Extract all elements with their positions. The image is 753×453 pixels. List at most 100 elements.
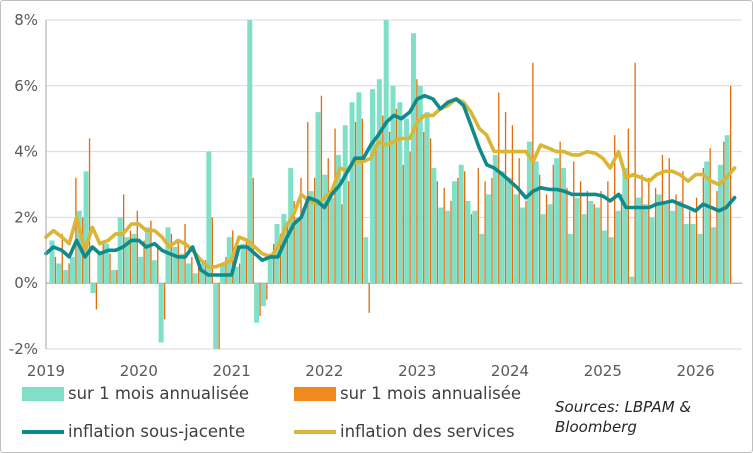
- bar-orange: [123, 194, 125, 284]
- bar-teal: [683, 223, 689, 284]
- bar-teal: [485, 194, 491, 284]
- bar-orange: [348, 181, 350, 284]
- bar-teal: [370, 89, 376, 284]
- bar-teal: [608, 237, 614, 284]
- bar-teal: [670, 210, 676, 284]
- bar-orange: [313, 177, 316, 284]
- bar-orange: [54, 256, 57, 284]
- bar-teal: [288, 168, 294, 284]
- bar-orange: [198, 263, 200, 284]
- bar-teal: [438, 207, 444, 284]
- legend-label-gold-line: inflation des services: [340, 422, 515, 441]
- bar-orange: [675, 194, 677, 284]
- bar-orange: [402, 164, 404, 284]
- bar-orange: [136, 210, 138, 284]
- bar-orange: [252, 177, 254, 284]
- bar-orange: [607, 181, 609, 284]
- bar-teal: [295, 217, 301, 284]
- bar-orange: [225, 256, 227, 284]
- bar-orange: [689, 210, 691, 284]
- x-tick-label: 2025: [584, 362, 622, 380]
- bar-orange: [163, 283, 166, 320]
- bar-teal: [499, 171, 505, 284]
- bar-orange: [191, 256, 193, 284]
- bar-teal: [90, 283, 96, 294]
- y-tick-label: 2%: [14, 208, 38, 226]
- bar-teal: [138, 256, 144, 284]
- bar-teal: [49, 240, 55, 284]
- bar-teal: [479, 233, 485, 284]
- x-tick-label: 2026: [677, 362, 715, 380]
- bar-orange: [68, 263, 70, 284]
- y-tick-label: -2%: [9, 340, 38, 358]
- bar-teal: [247, 20, 253, 284]
- bar-teal: [506, 177, 512, 284]
- bar-teal: [431, 168, 437, 284]
- bar-teal: [601, 230, 607, 284]
- bar-orange: [354, 121, 357, 284]
- bar-teal: [213, 283, 219, 349]
- bar-teal: [69, 256, 75, 284]
- bar-teal: [642, 204, 648, 284]
- bar-teal: [363, 237, 369, 284]
- bar-teal: [206, 151, 212, 284]
- bar-orange: [218, 283, 220, 349]
- bar-orange: [668, 158, 670, 284]
- bar-teal: [574, 197, 580, 284]
- bar-orange: [593, 204, 595, 284]
- bar-orange: [368, 283, 370, 313]
- bar-teal: [595, 207, 601, 284]
- bar-orange: [579, 181, 582, 284]
- bar-teal: [636, 197, 642, 284]
- bar-orange: [88, 138, 91, 284]
- x-tick-label: 2023: [398, 362, 436, 380]
- bar-teal: [410, 33, 416, 284]
- bar-teal: [83, 171, 89, 284]
- bar-teal: [397, 102, 403, 284]
- bar-teal: [315, 112, 321, 284]
- x-tick-label: 2020: [120, 362, 158, 380]
- bar-teal: [690, 223, 696, 284]
- bar-teal: [131, 233, 137, 284]
- bar-orange: [211, 217, 213, 284]
- bar-teal: [520, 207, 526, 284]
- y-tick-label: 4%: [14, 143, 38, 161]
- bar-teal: [110, 270, 116, 284]
- bar-orange: [511, 125, 514, 284]
- bar-orange: [641, 174, 643, 284]
- bar-orange: [409, 151, 411, 284]
- bar-orange: [498, 92, 500, 284]
- bar-teal: [260, 283, 266, 307]
- bar-orange: [450, 200, 452, 284]
- x-axis: 2019 2020 2021 2022 2023 2024 2025 2026: [27, 362, 715, 380]
- bar-orange: [395, 108, 398, 284]
- bar-orange: [573, 161, 575, 284]
- legend-swatch-teal-line: [22, 429, 64, 434]
- bar-teal: [240, 243, 246, 284]
- bar-teal: [144, 227, 150, 284]
- bar-orange: [436, 181, 439, 284]
- bar-teal: [581, 214, 587, 284]
- bar-teal: [342, 125, 348, 284]
- y-tick-label: 6%: [14, 77, 38, 95]
- bar-teal: [199, 263, 205, 284]
- bar-orange: [259, 283, 261, 317]
- bar-orange: [177, 240, 179, 284]
- bar-teal: [281, 214, 287, 284]
- bar-teal: [390, 85, 396, 284]
- bar-teal: [274, 223, 280, 284]
- bar-orange: [464, 171, 466, 284]
- x-tick-label: 2021: [213, 362, 251, 380]
- source-note: Sources: LBPAM & Bloomberg: [555, 398, 692, 436]
- bar-teal: [158, 283, 164, 343]
- bar-orange: [504, 112, 507, 284]
- bar-teal: [349, 102, 355, 284]
- bar-orange: [95, 283, 98, 310]
- legend-item-teal-bar: sur 1 mois annualisée: [22, 384, 249, 403]
- bar-teal: [704, 161, 710, 284]
- bar-orange: [661, 154, 664, 284]
- legend-label-orange-bar: sur 1 mois annualisée: [340, 384, 522, 403]
- bar-teal: [622, 168, 628, 284]
- bar-teal: [185, 263, 191, 284]
- bar-teal: [547, 204, 553, 284]
